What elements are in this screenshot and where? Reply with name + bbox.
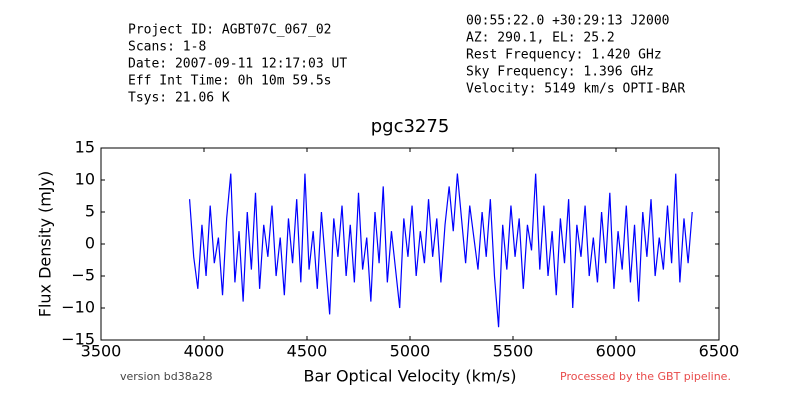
y-tick-label: 10 (75, 170, 95, 189)
x-tick-label: 6000 (596, 342, 637, 361)
y-tick-label: 5 (85, 202, 95, 221)
info-line: Tsys: 21.06 K (128, 91, 230, 106)
y-tick-label: 15 (75, 138, 95, 157)
y-tick-label: −5 (71, 266, 95, 285)
x-tick-label: 5000 (390, 342, 431, 361)
info-line: Project ID: AGBT07C_067_02 (128, 23, 332, 38)
y-tick-label: −10 (61, 298, 95, 317)
pipeline-note: Processed by the GBT pipeline. (560, 370, 731, 383)
y-axis-label: Flux Density (mJy) (36, 171, 55, 318)
info-line: Scans: 1-8 (128, 40, 206, 55)
x-tick-label: 4500 (287, 342, 328, 361)
info-line: 00:55:22.0 +30:29:13 J2000 (466, 14, 670, 29)
version-note: version bd38a28 (120, 370, 213, 383)
y-tick-label: 0 (85, 234, 95, 253)
x-tick-label: 4000 (184, 342, 225, 361)
x-tick-label: 3500 (81, 342, 122, 361)
x-axis-label: Bar Optical Velocity (km/s) (304, 367, 517, 386)
spectrum-line (188, 173, 693, 328)
info-line: Eff Int Time: 0h 10m 59.5s (128, 74, 332, 89)
info-line: Sky Frequency: 1.396 GHz (466, 65, 654, 80)
info-line: Rest Frequency: 1.420 GHz (466, 48, 662, 63)
y-tick-label: −15 (61, 330, 95, 349)
chart-title: pgc3275 (371, 116, 450, 137)
info-line: AZ: 290.1, EL: 25.2 (466, 31, 615, 46)
x-tick-label: 6500 (699, 342, 740, 361)
info-line: Date: 2007-09-11 12:17:03 UT (128, 57, 347, 72)
info-line: Velocity: 5149 km/s OPTI-BAR (466, 82, 685, 97)
x-tick-label: 5500 (493, 342, 534, 361)
